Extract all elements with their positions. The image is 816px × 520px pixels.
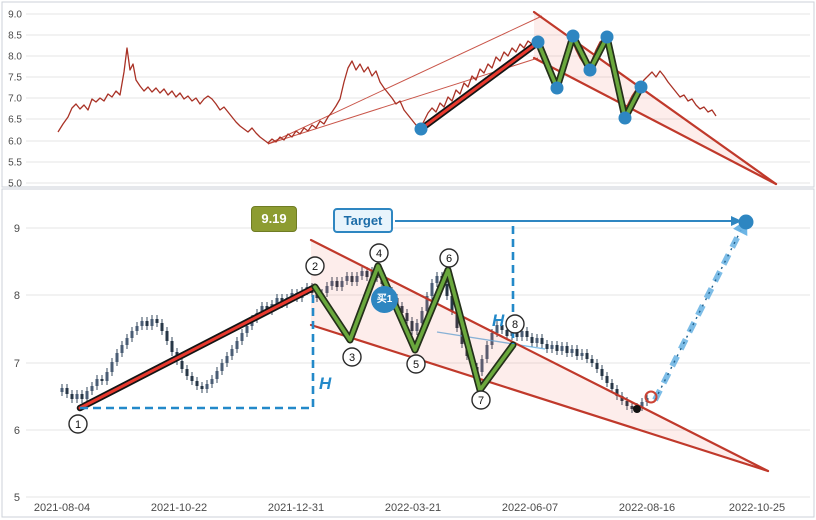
pattern-numbers[interactable]: 1 2 3 4 5 6 7 8 xyxy=(68,243,525,434)
x-tick-label: 2022-06-07 xyxy=(502,502,558,514)
height-label-2: H xyxy=(492,311,505,330)
target-label-box[interactable]: Target xyxy=(333,208,393,233)
buy-signal-badge[interactable]: 买1 xyxy=(371,286,398,313)
target-arrow[interactable] xyxy=(395,216,742,226)
x-tick-label: 2021-08-04 xyxy=(34,502,90,514)
price-target-label[interactable]: 9.19 xyxy=(251,206,297,232)
x-tick-label: 2022-10-25 xyxy=(729,502,785,514)
pattern-number-label: 6 xyxy=(446,253,452,265)
breakout-marks xyxy=(633,390,658,413)
x-tick-label: 2021-12-31 xyxy=(268,502,324,514)
bottom-panel xyxy=(1,188,815,518)
top-trendline xyxy=(417,40,540,133)
bottom-y-tick-label: 5 xyxy=(14,492,20,504)
bottom-y-tick-label: 8 xyxy=(14,290,20,302)
bottom-y-tick-label: 6 xyxy=(14,425,20,437)
pivot-dots[interactable] xyxy=(414,29,648,136)
bottom-y-tick-label: 7 xyxy=(14,358,20,370)
top-y-tick-label: 7.0 xyxy=(8,94,22,105)
axis-labels: 9.0 8.5 8.0 7.5 7.0 6.5 6.0 5.5 5.0 9 8 7 6 5 2021-08-… xyxy=(8,10,785,515)
x-tick-label: 2022-03-21 xyxy=(385,502,441,514)
gridlines xyxy=(26,13,810,498)
top-y-tick-label: 8.0 xyxy=(8,52,22,63)
top-y-tick-label: 9.0 xyxy=(8,10,22,21)
top-y-tick-label: 6.5 xyxy=(8,115,22,126)
x-tick-label: 2021-10-22 xyxy=(151,502,207,514)
height-label-1: H xyxy=(319,374,332,393)
pattern-number-label: 7 xyxy=(478,395,484,407)
x-tick-label: 2022-08-16 xyxy=(619,502,675,514)
top-y-tick-label: 7.5 xyxy=(8,73,22,84)
top-panel xyxy=(1,1,815,188)
pattern-number-label: 4 xyxy=(376,248,382,260)
pattern-number-label: 1 xyxy=(75,419,81,431)
top-y-tick-label: 8.5 xyxy=(8,31,22,42)
pattern-number-label: 8 xyxy=(512,319,518,331)
bottom-trendline xyxy=(76,283,319,412)
top-y-tick-label: 6.0 xyxy=(8,137,22,148)
bottom-y-tick-label: 9 xyxy=(14,223,20,235)
top-y-tick-label: 5.0 xyxy=(8,179,22,190)
neckline xyxy=(436,331,546,350)
pattern-number-label: 3 xyxy=(349,352,355,364)
pattern-number-label: 2 xyxy=(312,261,318,273)
bottom-zigzag xyxy=(311,262,517,394)
pattern-number-label: 5 xyxy=(413,359,419,371)
target-dot[interactable] xyxy=(738,214,754,230)
top-y-tick-label: 5.5 xyxy=(8,158,22,169)
